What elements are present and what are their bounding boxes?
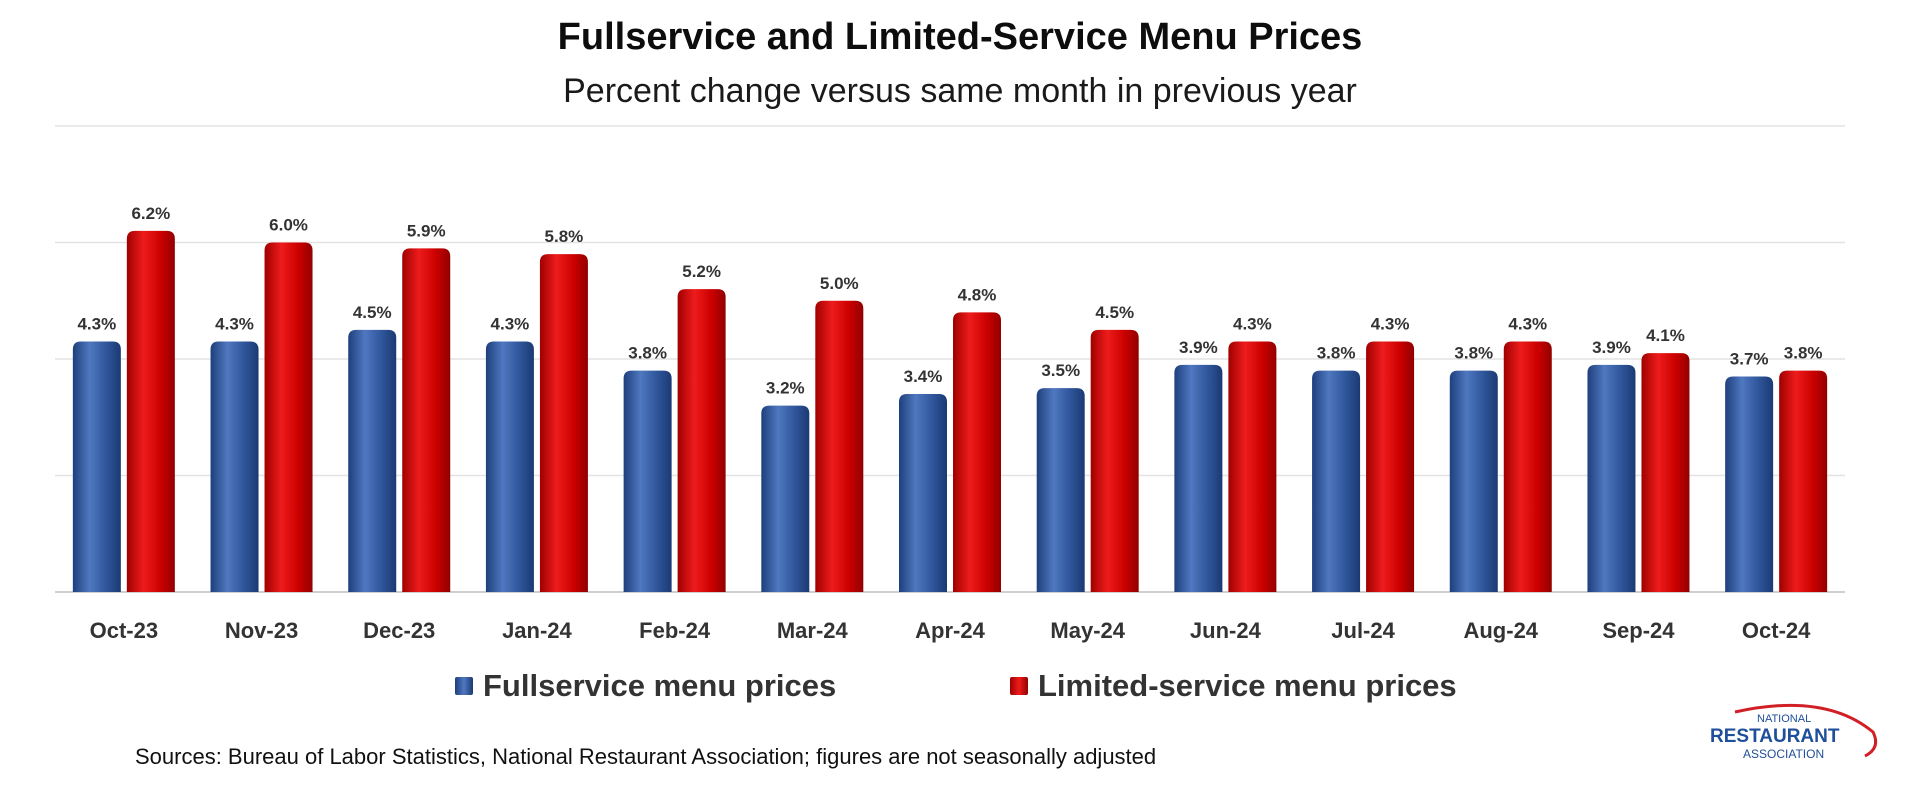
bar-fullservice (761, 405, 810, 592)
legend-item-limited: Limited-service menu prices (1010, 668, 1457, 704)
x-tick-label: Jan-24 (502, 618, 572, 643)
legend-label-fullservice: Fullservice menu prices (483, 668, 837, 703)
logo-line-2: RESTAURANT (1710, 726, 1840, 747)
data-label-fullservice: 3.9% (1592, 338, 1631, 357)
data-label-fullservice: 3.7% (1730, 349, 1769, 368)
bar-limited (1641, 353, 1690, 592)
x-tick-label: Jul-24 (1331, 618, 1395, 643)
bar-fullservice (1449, 370, 1498, 592)
legend-swatch-limited (1010, 677, 1028, 695)
data-label-limited: 5.9% (407, 221, 446, 240)
chart-subtitle: Percent change versus same month in prev… (563, 72, 1357, 110)
x-tick-label: Oct-24 (1742, 618, 1811, 643)
data-label-fullservice: 4.3% (77, 315, 116, 334)
x-tick-label: Jun-24 (1190, 618, 1262, 643)
x-tick-label: Aug-24 (1463, 618, 1538, 643)
data-label-limited: 5.0% (820, 274, 859, 293)
data-label-fullservice: 4.3% (491, 315, 530, 334)
bar-limited (953, 312, 1001, 592)
bar-fullservice (210, 341, 259, 592)
data-label-limited: 4.3% (1508, 315, 1547, 334)
bar-fullservice (623, 370, 672, 592)
data-label-fullservice: 3.5% (1041, 361, 1080, 380)
data-label-fullservice: 3.8% (1317, 344, 1356, 363)
bar-limited (677, 289, 726, 592)
bar-limited (1779, 370, 1828, 592)
bar-fullservice (485, 341, 534, 592)
x-tick-label: Feb-24 (639, 618, 711, 643)
x-tick-label: Apr-24 (915, 618, 985, 643)
legend: Fullservice menu prices Limited-service … (0, 668, 1920, 712)
x-tick-label: Dec-23 (363, 618, 435, 643)
data-label-fullservice: 4.3% (215, 315, 254, 334)
data-label-limited: 3.8% (1784, 344, 1823, 363)
bar-fullservice (348, 329, 397, 592)
data-labels: 4.3% 6.2% 4.3% 6.0% 4.5% 5.9% 4.3% 5.8% 3.8% 5.2%… (77, 204, 1822, 398)
x-tick-label: May-24 (1050, 618, 1125, 643)
bar-fullservice (1036, 388, 1085, 592)
x-axis-ticks: Oct-23 Nov-23 Dec-23 Jan-24 Feb-24 Mar-24 Apr-… (90, 618, 1812, 643)
data-label-limited: 4.5% (1095, 303, 1134, 322)
x-tick-label: Sep-24 (1602, 618, 1675, 643)
data-label-fullservice: 3.2% (766, 379, 805, 398)
data-label-limited: 4.3% (1371, 315, 1410, 334)
bar-limited (264, 242, 313, 592)
bar-limited (1503, 341, 1552, 592)
bars (72, 230, 1828, 592)
legend-swatch-fullservice (455, 677, 473, 695)
legend-label-limited: Limited-service menu prices (1038, 668, 1457, 703)
x-tick-label: Oct-23 (90, 618, 158, 643)
bar-limited (1090, 329, 1139, 592)
data-label-limited: 4.8% (958, 285, 997, 304)
x-tick-label: Nov-23 (225, 618, 298, 643)
chart-title: Fullservice and Limited-Service Menu Pri… (557, 16, 1363, 58)
data-label-limited: 4.1% (1646, 326, 1685, 345)
bar-limited (402, 248, 451, 592)
bar-fullservice (72, 341, 121, 592)
sources-note: Sources: Bureau of Labor Statistics, Nat… (135, 744, 1157, 769)
logo-swoosh (1734, 703, 1878, 758)
x-tick-label: Mar-24 (777, 618, 849, 643)
data-label-limited: 5.8% (545, 227, 584, 246)
bar-limited (1366, 341, 1415, 592)
bar-limited (815, 300, 864, 592)
bar-limited (1228, 341, 1277, 592)
bar-fullservice (1312, 370, 1361, 592)
legend-item-fullservice: Fullservice menu prices (455, 668, 836, 704)
data-label-fullservice: 4.5% (353, 303, 392, 322)
data-label-limited: 4.3% (1233, 315, 1272, 334)
data-label-fullservice: 3.8% (628, 344, 667, 363)
national-restaurant-association-logo: NATIONAL RESTAURANT ASSOCIATION (1710, 703, 1878, 761)
bar-limited (539, 254, 588, 592)
data-label-fullservice: 3.8% (1454, 344, 1493, 363)
data-label-fullservice: 3.4% (904, 367, 943, 386)
bar-fullservice (899, 393, 947, 592)
logo-line-1: NATIONAL (1757, 713, 1811, 725)
bar-limited (126, 230, 175, 592)
data-label-limited: 6.2% (131, 204, 170, 223)
bar-fullservice (1587, 364, 1636, 592)
data-label-fullservice: 3.9% (1179, 338, 1218, 357)
data-label-limited: 5.2% (682, 262, 721, 281)
bar-fullservice (1725, 376, 1774, 592)
data-label-limited: 6.0% (269, 216, 308, 235)
bar-fullservice (1174, 364, 1223, 592)
logo-line-3: ASSOCIATION (1743, 747, 1824, 761)
gridlines (55, 125, 1845, 593)
